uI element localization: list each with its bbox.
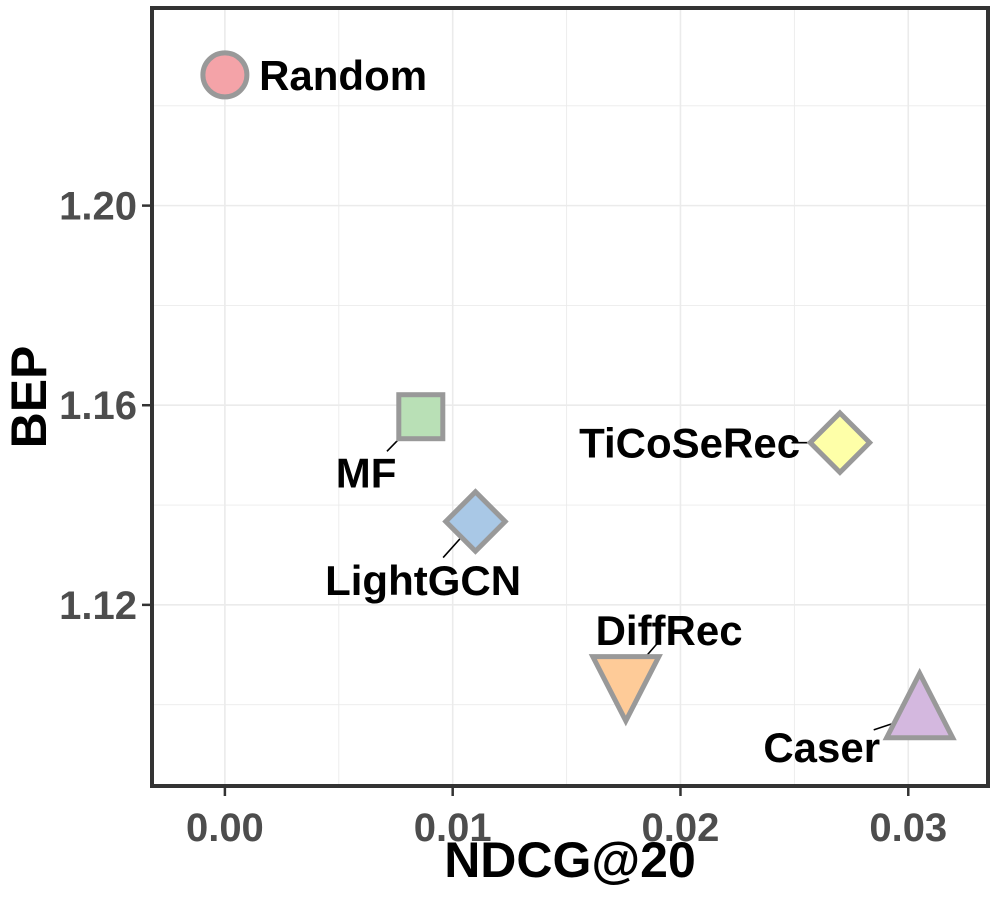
point-diffrec-marker bbox=[588, 654, 663, 727]
y-tick-label: 1.12 bbox=[59, 584, 137, 628]
point-mf-label: MF bbox=[336, 450, 397, 497]
point-caser-label: Caser bbox=[763, 724, 880, 771]
x-tick-label: 0.03 bbox=[869, 806, 947, 850]
x-tick-label: 0.00 bbox=[186, 806, 264, 850]
point-ticoserec-marker bbox=[806, 409, 874, 476]
y-axis-ticks: 1.12 1.16 1.20 bbox=[59, 185, 150, 628]
point-labels: Random MF LightGCN TiCoSeRec DiffRec Caser bbox=[259, 52, 880, 771]
x-tick-label: 0.02 bbox=[642, 806, 720, 850]
x-axis-title: NDCG@20 bbox=[444, 832, 696, 888]
leader-line-lightgcn bbox=[442, 535, 463, 559]
point-random-marker bbox=[200, 50, 250, 100]
x-tick-label: 0.01 bbox=[414, 806, 492, 850]
point-diffrec-label: DiffRec bbox=[596, 607, 743, 654]
grid-lines bbox=[152, 8, 988, 786]
point-mf-marker bbox=[396, 392, 446, 442]
plot-panel-border bbox=[150, 6, 990, 788]
point-ticoserec-label: TiCoSeRec bbox=[579, 420, 800, 467]
y-tick-label: 1.16 bbox=[59, 384, 137, 428]
y-tick-label: 1.20 bbox=[59, 185, 137, 229]
point-lightgcn-marker bbox=[442, 488, 509, 555]
data-points bbox=[200, 50, 957, 741]
point-lightgcn-label: LightGCN bbox=[325, 557, 521, 604]
y-axis-title: BEP bbox=[1, 346, 57, 449]
point-caser-marker bbox=[882, 667, 957, 741]
point-random-label: Random bbox=[259, 52, 427, 99]
x-axis-ticks: 0.00 0.01 0.02 0.03 bbox=[186, 788, 947, 850]
